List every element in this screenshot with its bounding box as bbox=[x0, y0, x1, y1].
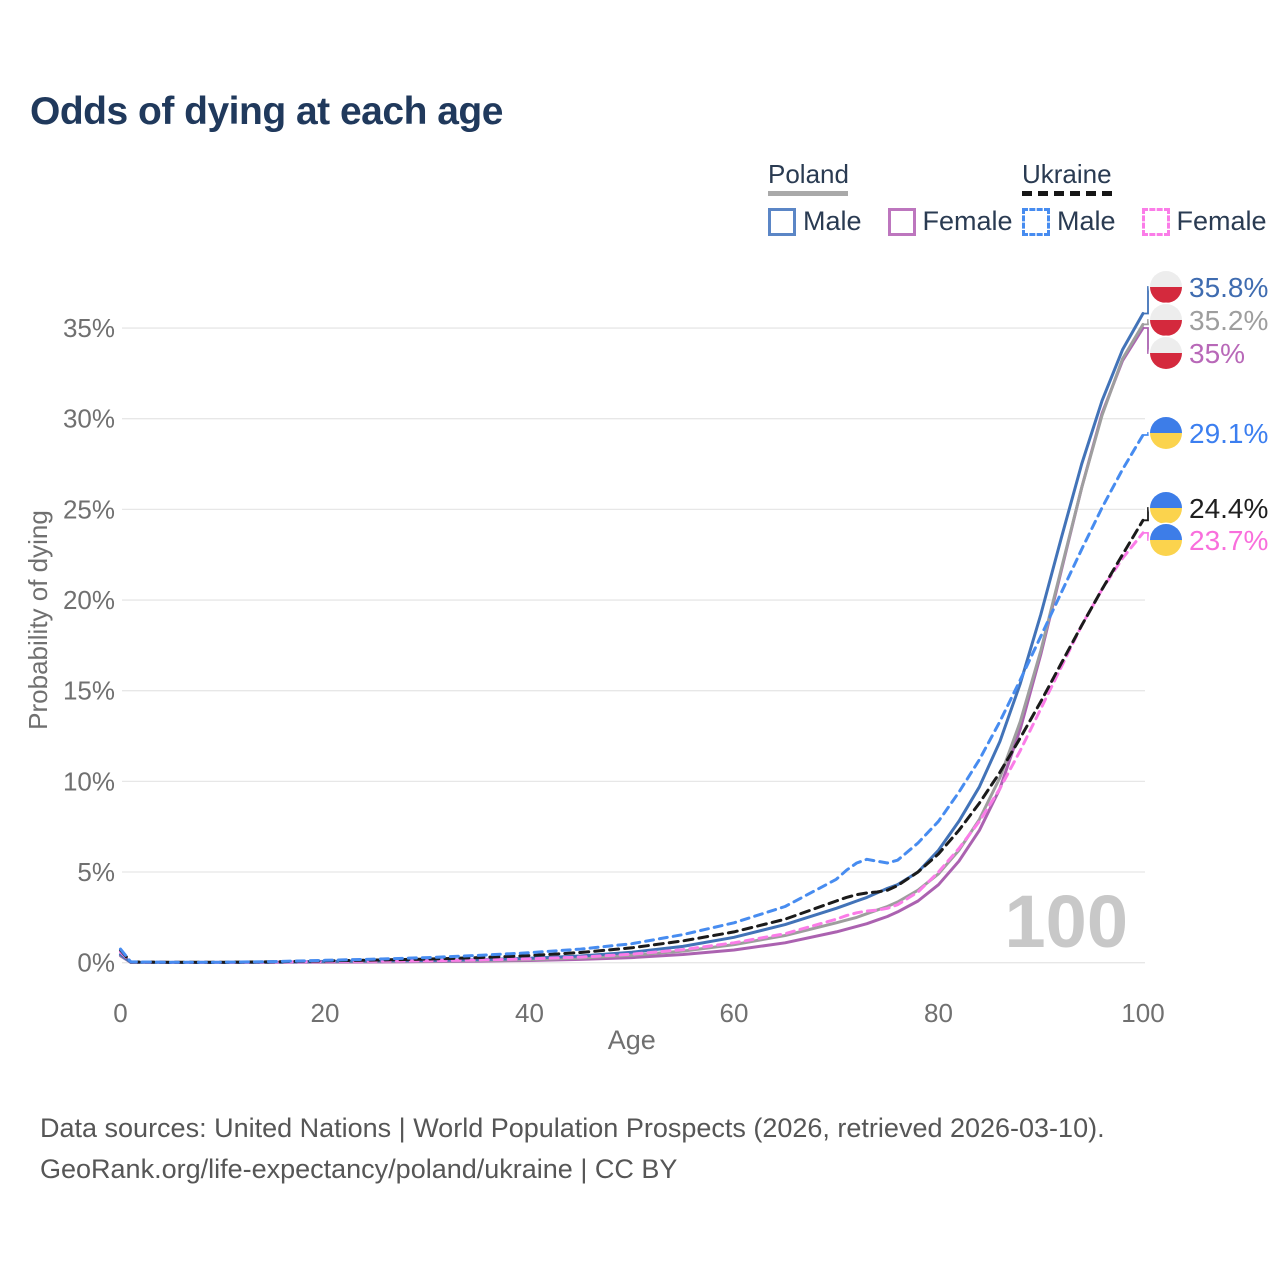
ukraine-male-swatch-icon bbox=[1022, 207, 1050, 236]
end-label-ukraine_male: 29.1% bbox=[1189, 418, 1268, 449]
label-connector-poland_both bbox=[1143, 319, 1149, 326]
label-connector-poland_female bbox=[1143, 327, 1149, 354]
legend-item-ukraine-male[interactable]: Male bbox=[1022, 206, 1116, 237]
y-tick-label: 0% bbox=[77, 948, 115, 978]
legend-item-label: Female bbox=[1176, 206, 1267, 236]
end-labels: 35.8%35.2%35% 29.1% 24.4%23.7% bbox=[1143, 269, 1268, 558]
x-tick-label: 40 bbox=[515, 998, 544, 1028]
x-tick-label: 20 bbox=[311, 998, 340, 1028]
y-axis-tick-labels: 0% 5% 10% 15% 20% 25% 30% 35% bbox=[63, 313, 115, 978]
y-tick-label: 10% bbox=[63, 766, 115, 796]
flag-icon-ukraine bbox=[1148, 415, 1184, 451]
gridlines bbox=[122, 327, 1145, 964]
end-label-ukraine_both: 24.4% bbox=[1189, 493, 1268, 524]
ukraine-female-swatch-icon bbox=[1141, 207, 1170, 236]
y-tick-label: 5% bbox=[77, 857, 115, 887]
legend-header-poland[interactable]: Poland bbox=[768, 159, 849, 189]
flag-icon-poland bbox=[1148, 335, 1184, 371]
legend-item-ukraine-female[interactable]: Female bbox=[1141, 206, 1267, 237]
legend-group-poland: Poland Male Female bbox=[768, 160, 1013, 237]
series-lines bbox=[119, 312, 1145, 964]
footer-attribution: Data sources: United Nations | World Pop… bbox=[40, 1108, 1105, 1190]
footer-data-sources: Data sources: United Nations | World Pop… bbox=[40, 1113, 1105, 1143]
y-tick-label: 15% bbox=[63, 676, 115, 706]
flag-icon-poland bbox=[1148, 269, 1184, 305]
y-tick-label: 30% bbox=[63, 404, 115, 434]
legend-header-ukraine[interactable]: Ukraine bbox=[1022, 159, 1112, 189]
legend-item-label: Male bbox=[803, 206, 862, 236]
poland-male-swatch-icon bbox=[768, 207, 796, 236]
y-tick-label: 25% bbox=[63, 494, 115, 524]
series-line-ukraine_female bbox=[119, 531, 1145, 964]
end-label-ukraine_female: 23.7% bbox=[1189, 525, 1268, 556]
x-axis-title: Age bbox=[608, 1025, 656, 1055]
x-tick-label: 60 bbox=[720, 998, 749, 1028]
legend-item-poland-male[interactable]: Male bbox=[768, 206, 862, 237]
label-connector-poland_male bbox=[1143, 286, 1149, 315]
x-tick-label: 80 bbox=[924, 998, 953, 1028]
end-label-poland_female: 35% bbox=[1189, 338, 1245, 369]
label-connector-ukraine_male bbox=[1143, 432, 1149, 436]
poland-female-swatch-icon bbox=[887, 207, 916, 236]
flag-icon-ukraine bbox=[1148, 490, 1184, 526]
legend-group-ukraine: Ukraine Male Female bbox=[1022, 160, 1267, 237]
legend-item-poland-female[interactable]: Female bbox=[887, 206, 1013, 237]
end-label-poland_male: 35.8% bbox=[1189, 272, 1268, 303]
legend-item-label: Male bbox=[1057, 206, 1116, 236]
series-line-poland_female bbox=[119, 326, 1145, 964]
flag-icon-ukraine bbox=[1148, 522, 1184, 558]
series-line-poland_male bbox=[119, 312, 1145, 964]
y-tick-label: 20% bbox=[63, 585, 115, 615]
x-axis-tick-labels: 0 20 40 60 80 100 bbox=[113, 998, 1164, 1028]
footer-url-license: GeoRank.org/life-expectancy/poland/ukrai… bbox=[40, 1154, 678, 1184]
page-title: Odds of dying at each age bbox=[30, 90, 503, 133]
age-counter-watermark: 100 bbox=[1005, 880, 1128, 963]
end-label-poland_both: 35.2% bbox=[1189, 305, 1268, 336]
series-line-ukraine_both bbox=[119, 518, 1145, 964]
legend-item-label: Female bbox=[922, 206, 1013, 236]
legend-underline-ukraine bbox=[1022, 191, 1112, 196]
x-tick-label: 0 bbox=[113, 998, 127, 1028]
series-line-ukraine_male bbox=[119, 433, 1145, 964]
series-line-poland_both bbox=[119, 322, 1145, 964]
flag-icon-poland bbox=[1148, 302, 1184, 338]
y-tick-label: 35% bbox=[63, 313, 115, 343]
legend-underline-poland bbox=[768, 191, 848, 196]
y-axis-title: Probability of dying bbox=[23, 510, 53, 730]
x-tick-label: 100 bbox=[1121, 998, 1164, 1028]
